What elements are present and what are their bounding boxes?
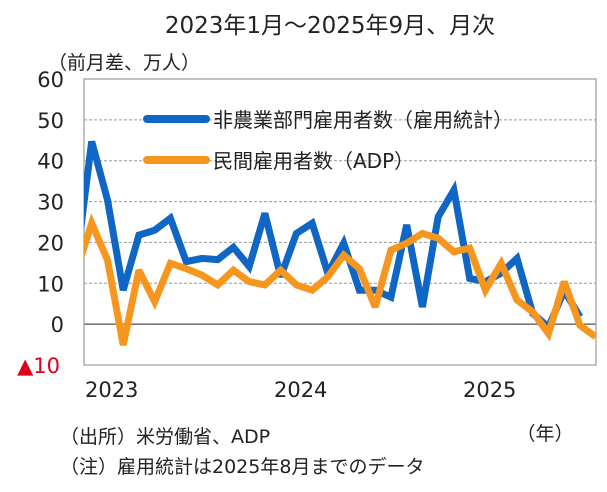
y-tick-label: 20 bbox=[37, 231, 64, 255]
series-line-adp bbox=[84, 213, 596, 346]
legend-label-adp: 民間雇用者数（ADP） bbox=[213, 149, 414, 173]
y-tick-label: 30 bbox=[37, 191, 64, 215]
y-tick-label-negative: ▲10 bbox=[17, 354, 60, 378]
y-tick-label: 10 bbox=[37, 272, 64, 296]
x-tick-label: 2023 bbox=[85, 378, 138, 402]
footnote: （注）雇用統計は2025年8月までのデータ bbox=[60, 456, 424, 478]
legend-label-nfp: 非農業部門雇用者数（雇用統計） bbox=[213, 108, 513, 132]
source-note: （出所）米労働省、ADP bbox=[60, 426, 270, 448]
y-tick-label: 60 bbox=[37, 68, 64, 92]
chart-title: 2023年1月～2025年9月、月次 bbox=[165, 13, 495, 39]
y-tick-label: 0 bbox=[51, 313, 64, 337]
y-axis-label: （前月差、万人） bbox=[48, 52, 200, 74]
x-axis-label: （年） bbox=[516, 423, 573, 445]
x-tick-label: 2025 bbox=[463, 378, 516, 402]
x-tick-label: 2024 bbox=[274, 378, 327, 402]
y-tick-label: 40 bbox=[37, 150, 64, 174]
y-tick-label: 50 bbox=[37, 109, 64, 133]
